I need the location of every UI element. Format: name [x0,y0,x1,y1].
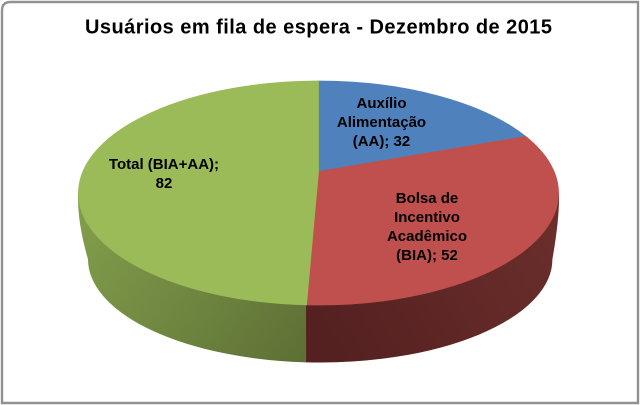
svg-text:Auxílio: Auxílio [356,95,406,112]
svg-text:Usuários em fila de espera - D: Usuários em fila de espera - Dezembro de… [85,17,552,39]
svg-text:Incentivo: Incentivo [394,209,460,226]
svg-text:Alimentação: Alimentação [337,114,426,131]
svg-text:Acadêmico: Acadêmico [387,228,467,245]
svg-text:Bolsa de: Bolsa de [396,190,459,207]
svg-text:(AA); 32: (AA); 32 [353,133,411,150]
svg-text:Total (BIA+AA);: Total (BIA+AA); [109,156,219,173]
svg-text:(BIA); 52: (BIA); 52 [396,247,458,264]
svg-text:82: 82 [156,175,173,192]
